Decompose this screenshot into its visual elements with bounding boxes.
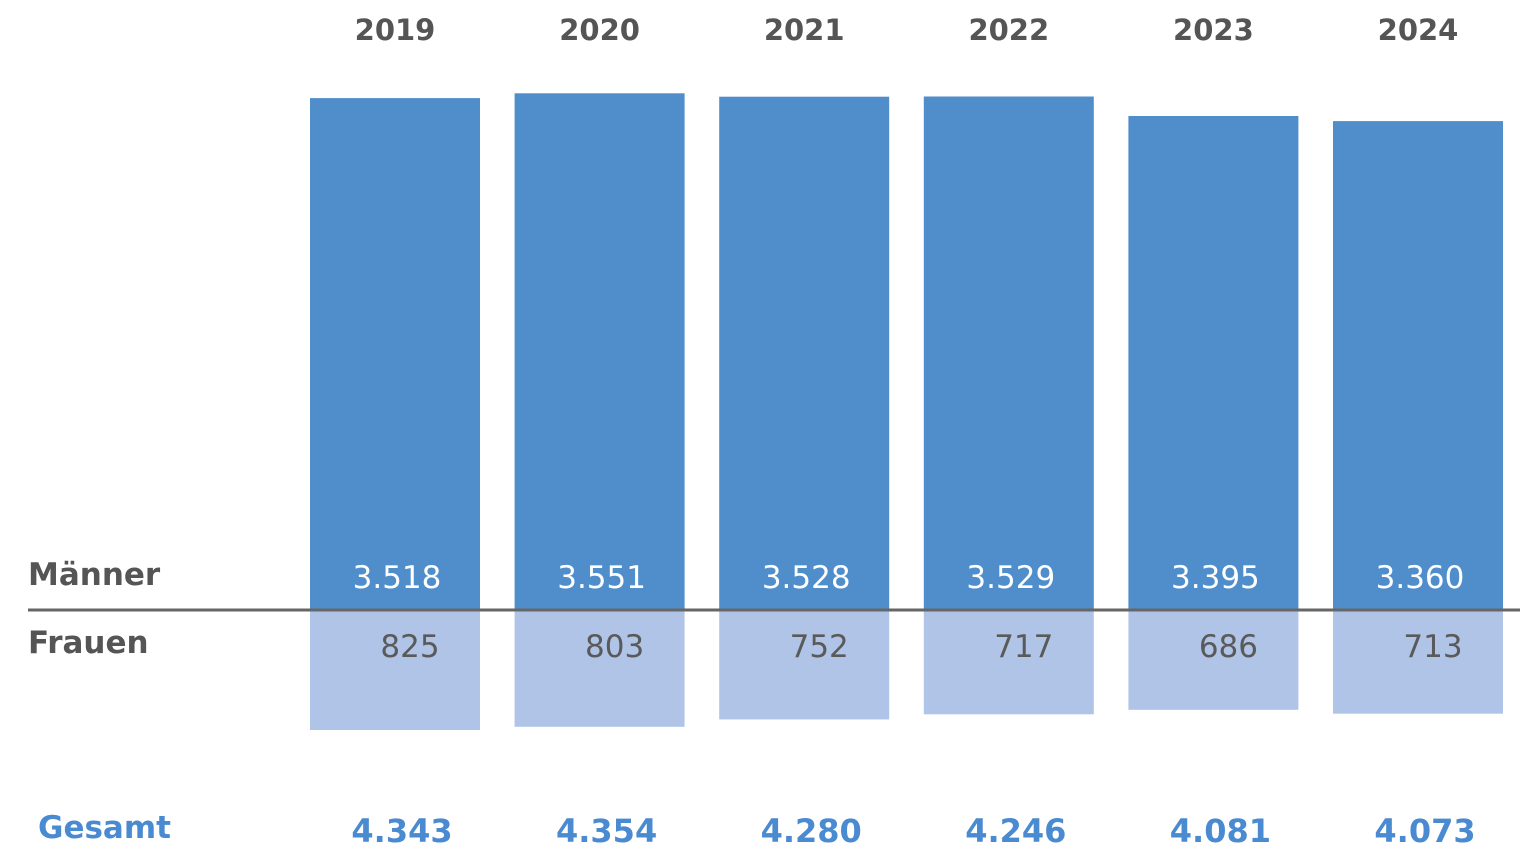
bar-maenner-2022 xyxy=(923,96,1094,610)
value-label-maenner-2024: 3.360 xyxy=(1376,560,1465,596)
bar-frauen-2021 xyxy=(719,611,890,720)
year-label-2024: 2024 xyxy=(1378,13,1459,47)
value-label-gesamt-2022: 4.246 xyxy=(965,812,1066,850)
value-label-frauen-2020: 803 xyxy=(585,629,644,665)
year-label-2021: 2021 xyxy=(764,13,845,47)
bar-maenner-2023 xyxy=(1128,116,1299,610)
value-label-gesamt-2023: 4.081 xyxy=(1170,812,1271,850)
value-label-maenner-2023: 3.395 xyxy=(1171,560,1260,596)
value-label-frauen-2024: 713 xyxy=(1403,629,1462,665)
bar-maenner-2024 xyxy=(1333,121,1503,610)
gesamt-value-labels: 4.343 4.354 4.280 4.246 4.081 4.073 xyxy=(351,812,1475,850)
gesamt-label: Gesamt xyxy=(38,810,171,846)
value-label-frauen-2023: 686 xyxy=(1199,629,1258,665)
value-label-gesamt-2024: 4.073 xyxy=(1374,812,1475,850)
series-label-maenner: Männer xyxy=(28,557,161,593)
year-label-2023: 2023 xyxy=(1173,13,1254,47)
year-label-2019: 2019 xyxy=(355,13,436,47)
bar-frauen-2024 xyxy=(1333,611,1503,714)
bar-frauen-2022 xyxy=(923,611,1094,715)
value-label-maenner-2020: 3.551 xyxy=(557,560,646,596)
value-label-frauen-2022: 717 xyxy=(994,629,1053,665)
value-label-maenner-2022: 3.529 xyxy=(966,560,1055,596)
bar-frauen-2020 xyxy=(514,611,685,727)
bar-maenner-2021 xyxy=(719,96,890,610)
value-label-maenner-2021: 3.528 xyxy=(762,560,851,596)
year-label-2022: 2022 xyxy=(968,13,1049,47)
maenner-value-labels: 3.518 3.551 3.528 3.529 3.395 3.360 xyxy=(353,560,1465,596)
maenner-bars xyxy=(310,93,1503,611)
year-label-2020: 2020 xyxy=(559,13,640,47)
frauen-value-labels: 825 803 752 717 686 713 xyxy=(380,629,1462,665)
year-labels: 2019 2020 2021 2022 2023 2024 xyxy=(355,13,1459,47)
value-label-gesamt-2019: 4.343 xyxy=(351,812,452,850)
bar-maenner-2019 xyxy=(310,98,480,610)
value-label-frauen-2019: 825 xyxy=(380,629,439,665)
bar-frauen-2019 xyxy=(310,611,480,730)
value-label-frauen-2021: 752 xyxy=(790,629,849,665)
value-label-maenner-2019: 3.518 xyxy=(353,560,442,596)
bar-frauen-2023 xyxy=(1128,611,1299,710)
frauen-bars xyxy=(310,611,1503,730)
series-label-frauen: Frauen xyxy=(28,625,149,661)
value-label-gesamt-2021: 4.280 xyxy=(761,812,862,850)
value-label-gesamt-2020: 4.354 xyxy=(556,812,657,850)
bar-maenner-2020 xyxy=(514,93,685,611)
